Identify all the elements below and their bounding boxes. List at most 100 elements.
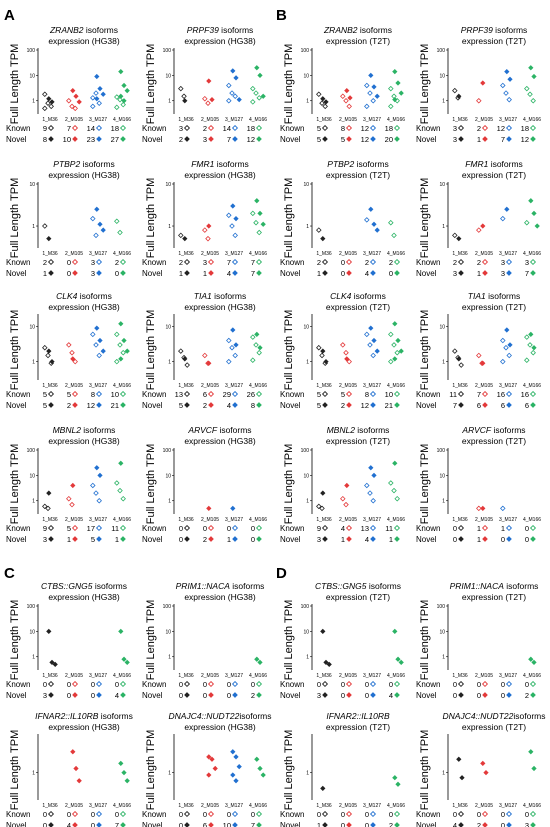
known-row-label: Known [6,124,30,133]
x-tick-label: 4_M166 [523,251,541,257]
known-point [340,495,346,502]
known-point [524,85,530,92]
gene-name: ARVCF [187,425,217,435]
known-count: 5 [317,124,321,133]
subplot-title: ZRANB2 isoforms [323,25,392,35]
novel-marker [184,270,190,276]
known-point [346,103,352,110]
novel-count: 23 [87,135,95,144]
known-count: 0 [203,680,207,689]
known-point [524,219,530,226]
novel-point [371,221,377,227]
known-marker [393,680,401,688]
novel-row-label: Novel [142,691,163,700]
x-tick-label: 2_M105 [475,383,493,389]
y-tick-label: 10 [165,629,171,635]
novel-row-label: Novel [416,401,437,410]
novel-point [206,754,212,760]
novel-marker [256,536,262,542]
novel-row-label: Novel [142,821,163,827]
known-marker [529,680,537,688]
y-tick-label: 1 [32,771,35,777]
novel-point [233,75,239,81]
known-count: 7 [67,124,71,133]
x-tick-label: 1_M36 [42,803,58,809]
known-count: 0 [179,680,183,689]
known-count: 17 [87,524,95,533]
known-count: 7 [477,390,481,399]
known-marker [529,810,537,818]
known-row-label: Known [280,524,304,533]
title-suffix: isoforms [367,581,401,591]
novel-point [392,321,398,327]
novel-count: 1 [341,535,345,544]
known-marker [183,524,191,532]
known-count: 11 [111,524,119,533]
x-tick-label: 4_M166 [387,517,405,523]
gene-name: PTBP2 [53,159,80,169]
known-marker [71,524,79,532]
novel-count: 2 [203,535,207,544]
known-point [114,331,120,338]
y-tick-label: 1 [168,499,171,505]
known-marker [481,390,489,398]
known-row-label: Known [416,524,440,533]
known-point [90,103,96,110]
known-point [72,358,78,365]
novel-marker [208,692,214,698]
known-point [69,349,75,356]
known-point [250,210,256,217]
known-point [527,91,533,98]
novel-point [76,778,82,784]
known-point [181,93,187,100]
novel-marker [208,536,214,542]
known-count: 0 [525,680,529,689]
novel-row-label: Novel [416,535,437,544]
novel-marker [48,136,54,142]
y-axis-label: Full Length TPM [9,44,21,125]
novel-point [483,769,489,776]
y-tick-label: 1 [32,655,35,661]
novel-point [368,465,374,471]
known-point [202,227,208,233]
novel-marker [394,136,400,142]
novel-point [480,223,486,229]
novel-point [49,99,55,105]
novel-marker [370,136,376,142]
novel-point [212,765,218,772]
known-point [90,215,96,222]
novel-point [326,661,332,667]
known-count: 8 [365,390,369,399]
novel-marker [530,536,536,542]
novel-point [209,756,215,762]
novel-point [507,76,513,82]
known-marker [457,680,465,688]
known-marker [71,390,79,398]
known-point [370,352,376,359]
known-marker [119,810,127,818]
known-point [503,344,509,351]
x-tick-label: 2_M105 [65,803,83,809]
title-suffix: isoforms [219,25,253,35]
y-tick-label: 1 [168,224,171,230]
novel-row-label: Novel [6,535,27,544]
known-point [226,358,232,365]
novel-count: 1 [477,535,481,544]
known-marker [255,258,263,266]
known-point [93,342,99,348]
known-point [93,232,99,239]
known-point [388,480,394,486]
novel-marker [394,536,400,542]
novel-point [528,65,534,71]
subplot-title: ARVCF isoforms [187,425,251,435]
known-marker [345,810,353,818]
novel-marker [370,402,376,408]
y-tick-label: 10 [29,325,35,331]
novel-count: 4 [227,269,231,278]
known-point [96,352,102,359]
novel-count: 4 [67,821,71,827]
novel-marker [506,136,512,142]
known-point [346,358,352,365]
novel-count: 7 [251,269,255,278]
